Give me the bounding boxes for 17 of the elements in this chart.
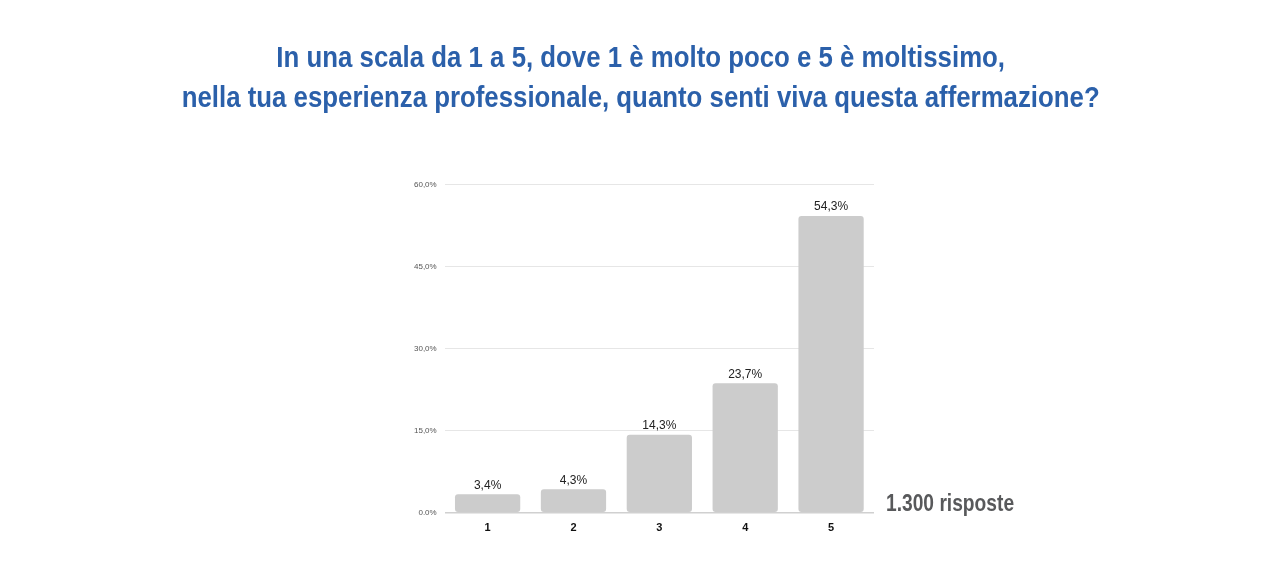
- y-tick-label: 15,0%: [414, 426, 437, 435]
- data-label: 4,3%: [559, 472, 588, 487]
- y-tick-label: 0.0%: [418, 508, 437, 517]
- data-label: 23,7%: [728, 366, 763, 381]
- chart-title: In una scala da 1 a 5, dove 1 è molto poco e 5 è moltissimo, nella tua esperienza professionale, quanto senti viva questa affermazione?: [181, 40, 1100, 115]
- y-tick-label: 60,0%: [414, 180, 437, 189]
- x-tick-label: 1: [484, 521, 491, 534]
- text: 1.300 risposte: [886, 489, 1015, 517]
- x-tick-label: 3: [656, 521, 663, 534]
- x-tick-label: 2: [570, 521, 577, 534]
- y-tick-label: 30,0%: [414, 344, 437, 353]
- data-label: 3,4%: [473, 477, 502, 492]
- x-tick-label: 5: [828, 521, 835, 534]
- x-tick-label: 4: [742, 521, 750, 534]
- data-label: 14,3%: [642, 417, 677, 432]
- y-tick-label: 45,0%: [414, 262, 437, 271]
- data-label: 54,3%: [814, 199, 849, 214]
